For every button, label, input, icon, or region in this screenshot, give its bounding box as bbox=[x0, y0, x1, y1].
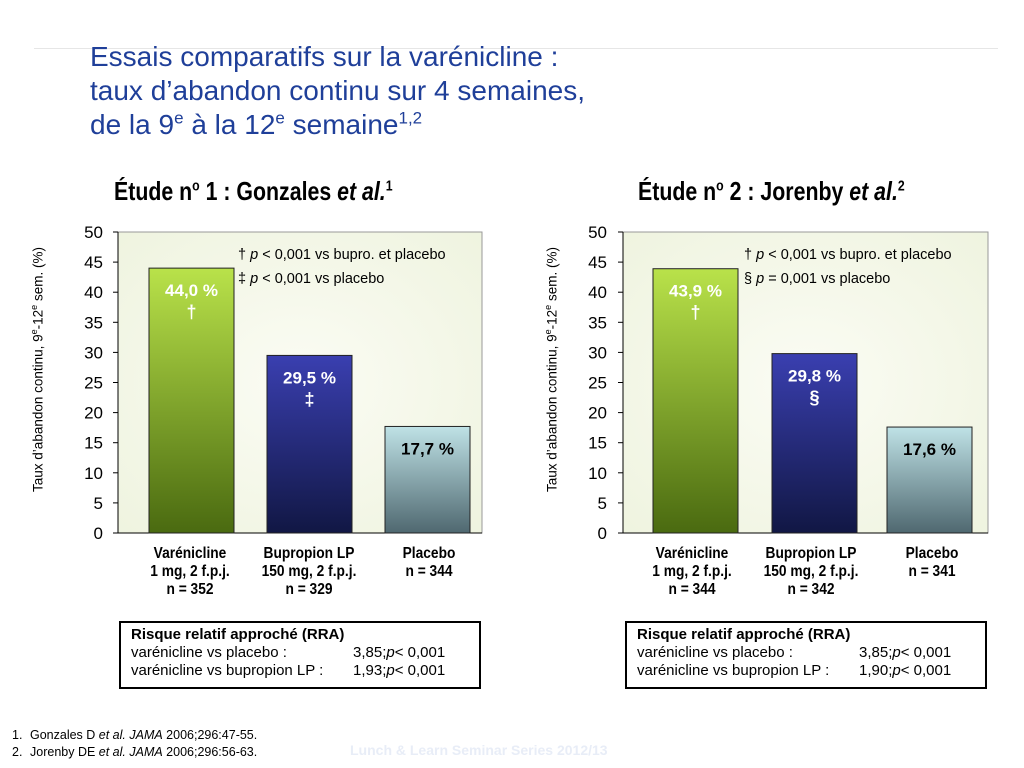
slide-title: Essais comparatifs sur la varénicline : … bbox=[90, 40, 585, 142]
study-1-rra-box: Risque relatif approché (RRA) varéniclin… bbox=[119, 621, 481, 689]
y-tick-label: 20 bbox=[84, 404, 103, 423]
y-tick-label: 15 bbox=[588, 434, 607, 453]
rra-title: Risque relatif approché (RRA) bbox=[637, 626, 851, 643]
rra-row: varénicline vs bupropion LP :1,93; p < 0… bbox=[131, 662, 446, 679]
y-tick-label: 10 bbox=[84, 464, 103, 483]
study-1-category-placebo: Placebo n = 344 bbox=[402, 545, 456, 580]
y-tick-label: 35 bbox=[588, 313, 607, 332]
study-2-category-varenicline: Varénicline 1 mg, 2 f.p.j. n = 344 bbox=[652, 545, 732, 598]
bar bbox=[384, 425, 471, 534]
y-tick-label: 20 bbox=[588, 404, 607, 423]
significance-legend-item: § p = 0,001 vs placebo bbox=[744, 271, 890, 287]
study-2-rra-box: Risque relatif approché (RRA) varéniclin… bbox=[625, 621, 987, 689]
bar bbox=[652, 268, 739, 534]
y-tick-label: 25 bbox=[588, 374, 607, 393]
bar bbox=[148, 267, 235, 534]
bar-value-label: 29,5 % bbox=[283, 368, 336, 387]
rra-row: varénicline vs placebo :3,85; p < 0,001 bbox=[637, 644, 952, 661]
y-tick-label: 45 bbox=[84, 253, 103, 272]
references: 1. Gonzales D et al. JAMA 2006;296:47-55.… bbox=[12, 727, 257, 761]
significance-legend-item: ‡ p < 0,001 vs placebo bbox=[238, 271, 384, 287]
bar bbox=[886, 426, 973, 534]
study-1-category-varenicline: Varénicline 1 mg, 2 f.p.j. n = 352 bbox=[150, 545, 230, 598]
y-tick-label: 50 bbox=[588, 223, 607, 242]
study-2-category-placebo: Placebo n = 341 bbox=[905, 545, 959, 580]
y-tick-label: 5 bbox=[598, 494, 607, 513]
significance-mark: ‡ bbox=[304, 389, 314, 409]
rra-row: varénicline vs placebo :3,85; p < 0,001 bbox=[131, 644, 446, 661]
title-line-2: taux d’abandon continu sur 4 semaines, bbox=[90, 75, 585, 106]
significance-mark: † bbox=[690, 303, 700, 323]
y-tick-label: 5 bbox=[94, 494, 103, 513]
significance-mark: † bbox=[186, 302, 196, 322]
title-line-3: de la 9e à la 12e semaine1,2 bbox=[90, 108, 423, 140]
study-2-title: Étude no 2 : Jorenby et al.2 bbox=[638, 176, 905, 206]
bar-value-label: 17,6 % bbox=[903, 440, 956, 459]
y-tick-label: 40 bbox=[588, 283, 607, 302]
title-line-1: Essais comparatifs sur la varénicline : bbox=[90, 41, 559, 72]
footer-text: Lunch & Learn Seminar Series 2012/13 bbox=[350, 742, 608, 758]
rra-title: Risque relatif approché (RRA) bbox=[131, 626, 345, 643]
bar-value-label: 43,9 % bbox=[669, 282, 722, 301]
significance-legend-item: † p < 0,001 vs bupro. et placebo bbox=[238, 247, 446, 263]
bar-value-label: 29,8 % bbox=[788, 367, 841, 386]
bar bbox=[771, 353, 858, 534]
reference-item: 2. Jorenby DE et al. JAMA 2006;296:56-63. bbox=[12, 745, 258, 759]
y-tick-label: 0 bbox=[598, 524, 607, 543]
y-tick-label: 15 bbox=[84, 434, 103, 453]
study-2-category-bupropion: Bupropion LP 150 mg, 2 f.p.j. n = 342 bbox=[763, 545, 859, 598]
y-tick-label: 40 bbox=[84, 283, 103, 302]
significance-mark: § bbox=[809, 388, 819, 408]
study-1-title: Étude no 1 : Gonzales et al.1 bbox=[114, 176, 393, 206]
bar-value-label: 44,0 % bbox=[165, 281, 218, 300]
bar bbox=[266, 354, 353, 534]
y-tick-label: 45 bbox=[588, 253, 607, 272]
y-tick-label: 30 bbox=[588, 343, 607, 362]
study-1-category-bupropion: Bupropion LP 150 mg, 2 f.p.j. n = 329 bbox=[261, 545, 357, 598]
reference-item: 1. Gonzales D et al. JAMA 2006;296:47-55. bbox=[12, 728, 258, 742]
y-tick-label: 30 bbox=[84, 343, 103, 362]
y-tick-label: 10 bbox=[588, 464, 607, 483]
y-tick-label: 25 bbox=[84, 374, 103, 393]
title-divider bbox=[34, 48, 998, 49]
y-tick-label: 35 bbox=[84, 313, 103, 332]
rra-row: varénicline vs bupropion LP :1,90; p < 0… bbox=[637, 662, 952, 679]
y-tick-label: 0 bbox=[94, 524, 103, 543]
y-tick-label: 50 bbox=[84, 223, 103, 242]
significance-legend-item: † p < 0,001 vs bupro. et placebo bbox=[744, 247, 952, 263]
bar-value-label: 17,7 % bbox=[401, 439, 454, 458]
